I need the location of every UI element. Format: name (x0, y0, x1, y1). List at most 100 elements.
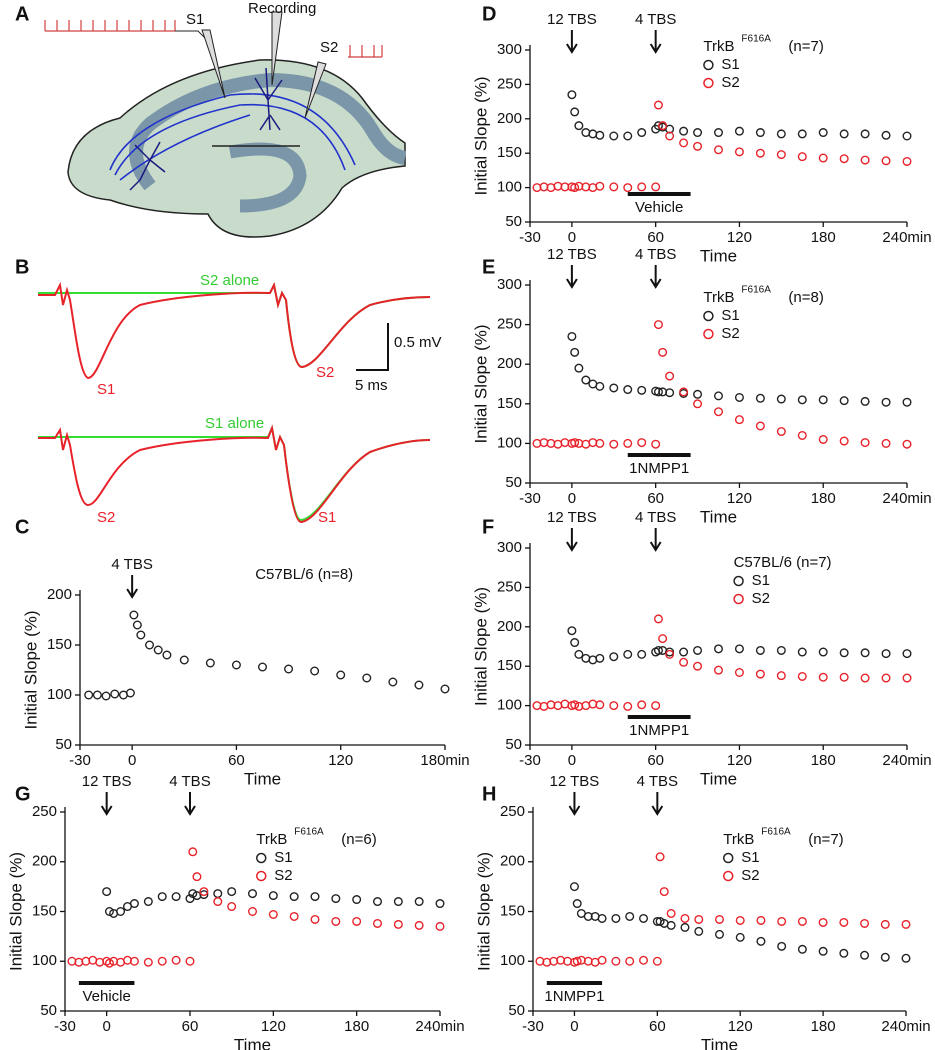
y-tick-label: 100 (497, 697, 522, 714)
data-point (755, 645, 765, 655)
axes (529, 543, 907, 746)
traces: B S2 alone S1 S2 0.5 mV 5 ms S1 alone S2… (15, 256, 442, 526)
legend-title: TrkB (703, 289, 734, 306)
data-point (609, 131, 619, 141)
hippocampus-diagram: A S1 Recording S2 (15, 0, 407, 238)
y-tick-label: 50 (505, 213, 522, 230)
data-point (881, 156, 891, 166)
trace-green (38, 281, 431, 369)
data-point (188, 847, 198, 857)
legend-title-sup: F616A (294, 827, 324, 838)
data-point (268, 909, 278, 919)
data-point (655, 916, 665, 926)
data-point (818, 672, 828, 682)
data-point (179, 655, 189, 665)
data-point (666, 920, 676, 930)
y-tick-label: 150 (497, 144, 522, 161)
drug-label: 1NMPP1 (544, 988, 604, 1005)
data-point (104, 907, 114, 917)
y-tick-label: 200 (497, 618, 522, 635)
data-point (679, 126, 689, 136)
trace-red (38, 281, 431, 380)
data-point (247, 889, 257, 899)
data-point (588, 129, 598, 139)
annotation: 4 TBS (111, 556, 152, 573)
legend-marker (256, 870, 267, 882)
legend-label: S1 (274, 849, 292, 866)
data-point (693, 141, 703, 151)
data-point (734, 147, 744, 157)
data-point (393, 919, 403, 929)
arrow (568, 792, 581, 816)
legend-title-sup: F616A (741, 285, 771, 296)
x-tick-label: 0 (128, 752, 136, 769)
data-point (756, 936, 766, 946)
y-tick-label: 100 (497, 434, 522, 451)
chart-panel: G 50 100 150 200 250 -30 0 60 120 180 240min Initial… (6, 773, 464, 1050)
y-tick-label: 200 (497, 110, 522, 127)
data-point (595, 130, 605, 140)
y-tick-label: 50 (505, 474, 522, 491)
legend-title-sup: F616A (761, 827, 791, 838)
data-point (227, 902, 237, 912)
data-point (653, 100, 663, 110)
axes (532, 807, 906, 1012)
x-tick-label: 180 (811, 752, 836, 769)
scale-bar (356, 323, 389, 371)
data-point (373, 897, 383, 907)
x-tick-label: 60 (647, 490, 664, 507)
data-point (714, 145, 724, 155)
label-s2-alone: S2 alone (200, 272, 259, 289)
x-axis-title: Time (700, 246, 737, 265)
y-tick-label: 50 (508, 1002, 525, 1019)
data-point (734, 126, 744, 136)
y-tick-label: 300 (497, 276, 522, 293)
data-point (839, 672, 849, 682)
data-point (213, 889, 223, 899)
data-point (680, 913, 690, 923)
y-tick-label: 150 (497, 657, 522, 674)
data-point (902, 649, 912, 659)
data-point (839, 648, 849, 658)
data-point (881, 130, 891, 140)
data-point (818, 434, 828, 444)
data-point (104, 958, 114, 968)
legend-label: S2 (721, 74, 739, 91)
data-point (595, 181, 605, 191)
legend-note: (n=7) (788, 38, 823, 55)
annotation: 4 TBS (169, 773, 210, 790)
data-point (818, 917, 828, 927)
data-point (860, 129, 870, 139)
x-tick-label: 60 (182, 1018, 199, 1035)
axes (529, 280, 907, 484)
data-point (623, 701, 633, 711)
data-point (735, 915, 745, 925)
data-point (665, 388, 675, 398)
leader-line (175, 30, 206, 39)
data-point (653, 320, 663, 330)
legend-title: TrkB (703, 38, 734, 55)
annotation: 4 TBS (635, 509, 676, 526)
annotation: 12 TBS (547, 11, 597, 28)
chart-panel: F 50 100 150 200 250 300 -30 0 60 120 180 240min Init… (471, 509, 931, 789)
x-tick-label: 120 (727, 752, 752, 769)
data-point (637, 385, 647, 395)
data-point (714, 128, 724, 138)
x-tick-label: 180 (811, 229, 836, 246)
data-point (435, 899, 445, 909)
data-point (310, 914, 320, 924)
data-point (693, 399, 703, 409)
legend-note: (n=8) (788, 289, 823, 306)
panel-label: H (482, 783, 496, 805)
data-point (609, 652, 619, 662)
x-tick-label: 180 (811, 490, 836, 507)
data-point (902, 156, 912, 166)
data-point (665, 371, 675, 381)
data-point (839, 436, 849, 446)
data-point (734, 668, 744, 678)
data-point (609, 383, 619, 393)
data-point (609, 701, 619, 711)
data-point (393, 897, 403, 907)
data-point (129, 899, 139, 909)
data-point (881, 397, 891, 407)
